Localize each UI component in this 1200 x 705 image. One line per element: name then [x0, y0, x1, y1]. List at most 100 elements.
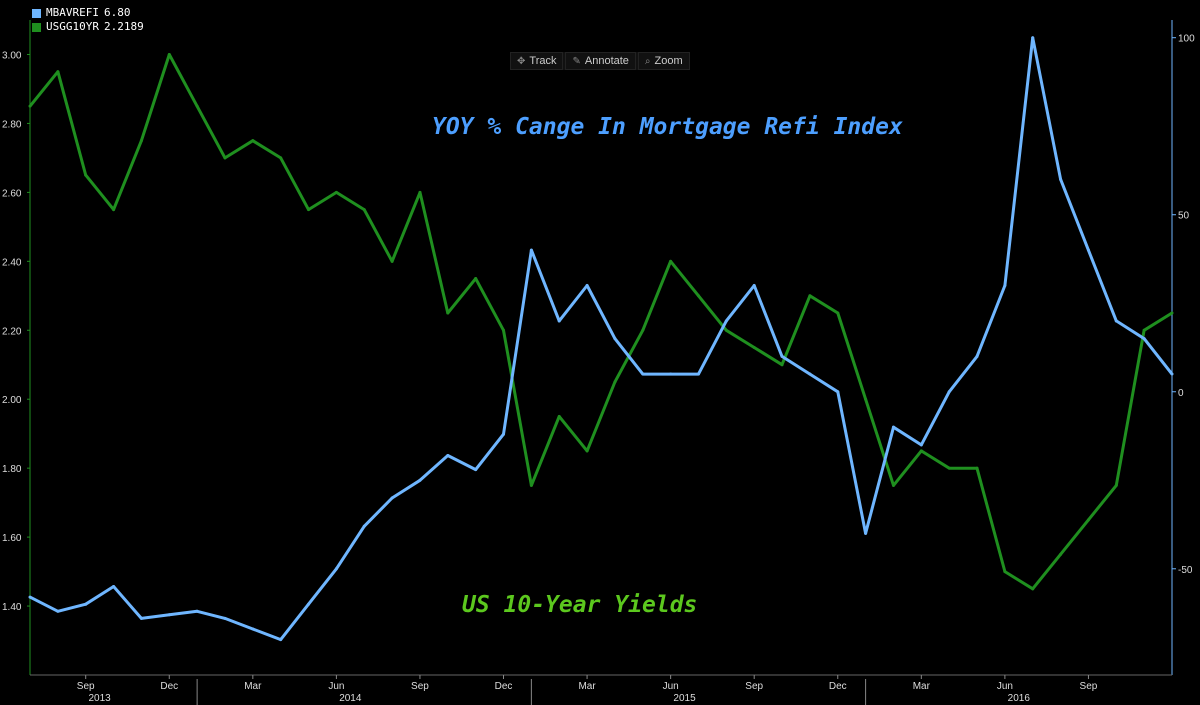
data-point-mbavrefi — [557, 319, 561, 323]
left-tick-label: 1.80 — [2, 464, 22, 475]
annotate-label: Annotate — [584, 55, 629, 67]
data-point-mbavrefi — [139, 616, 143, 620]
legend-item-usgg10yr: USGG10YR 2.2189 — [32, 20, 144, 34]
data-point-mbavrefi — [474, 468, 478, 472]
legend-value-usgg10yr: 2.2189 — [103, 20, 144, 33]
x-tick-label: Dec — [829, 681, 847, 692]
data-point-mbavrefi — [780, 354, 784, 358]
data-point-usgg10yr — [1114, 483, 1118, 487]
data-point-mbavrefi — [696, 372, 700, 376]
legend-swatch-usgg10yr — [32, 22, 41, 32]
data-point-mbavrefi — [585, 284, 589, 288]
data-point-usgg10yr — [1086, 518, 1090, 522]
data-point-mbavrefi — [919, 443, 923, 447]
data-point-mbavrefi — [307, 602, 311, 606]
legend-item-mbavrefi: MBAVREFI 6.80 — [32, 6, 144, 20]
data-point-mbavrefi — [529, 248, 533, 252]
data-point-usgg10yr — [864, 397, 868, 401]
data-point-mbavrefi — [112, 584, 116, 588]
data-point-usgg10yr — [167, 52, 171, 56]
data-point-usgg10yr — [362, 208, 366, 212]
data-point-usgg10yr — [56, 70, 60, 74]
left-tick-label: 2.40 — [2, 257, 22, 268]
data-point-usgg10yr — [641, 328, 645, 332]
x-tick-label: Sep — [77, 681, 95, 692]
annotate-button[interactable]: ✎ Annotate — [565, 52, 636, 70]
data-point-mbavrefi — [446, 453, 450, 457]
x-tick-label: Jun — [663, 681, 679, 692]
data-point-mbavrefi — [613, 337, 617, 341]
data-point-usgg10yr — [529, 483, 533, 487]
data-point-usgg10yr — [28, 104, 32, 108]
crosshair-icon: ✥ — [517, 55, 526, 67]
legend-swatch-mbavrefi — [32, 8, 41, 18]
left-tick-label: 2.20 — [2, 326, 22, 337]
data-point-mbavrefi — [975, 354, 979, 358]
x-tick-label: Mar — [578, 681, 596, 692]
magnifier-icon: ⌕ — [644, 55, 651, 67]
left-tick-label: 1.40 — [2, 602, 22, 613]
axes: 3.00 2.80 2.60 2.40 2.20 2.00 1.80 1.60 1.40 100 5… — [2, 20, 1195, 705]
data-point-usgg10yr — [195, 104, 199, 108]
pencil-icon: ✎ — [572, 55, 581, 67]
chart-toolbar: ✥ Track ✎ Annotate ⌕ Zoom — [510, 52, 690, 70]
data-point-mbavrefi — [84, 602, 88, 606]
left-tick-label: 2.80 — [2, 119, 22, 130]
data-point-usgg10yr — [780, 363, 784, 367]
data-point-usgg10yr — [557, 414, 561, 418]
right-tick-label: 100 — [1178, 34, 1195, 45]
x-tick-label: Sep — [745, 681, 763, 692]
x-tick-label: Sep — [1080, 681, 1098, 692]
left-tick-label: 3.00 — [2, 50, 22, 61]
data-point-mbavrefi — [864, 531, 868, 535]
zoom-label: Zoom — [654, 55, 683, 67]
data-point-usgg10yr — [279, 156, 283, 160]
data-point-mbavrefi — [1170, 372, 1174, 376]
data-point-usgg10yr — [139, 139, 143, 143]
data-point-usgg10yr — [1003, 570, 1007, 574]
data-point-usgg10yr — [84, 173, 88, 177]
x-year-label: 2015 — [673, 693, 696, 704]
data-point-usgg10yr — [502, 328, 506, 332]
data-point-usgg10yr — [418, 190, 422, 194]
x-tick-label: Mar — [244, 681, 262, 692]
data-point-usgg10yr — [919, 449, 923, 453]
left-tick-label: 2.60 — [2, 188, 22, 199]
x-tick-label: Dec — [495, 681, 513, 692]
data-point-mbavrefi — [167, 613, 171, 617]
data-point-usgg10yr — [585, 449, 589, 453]
data-point-usgg10yr — [836, 311, 840, 315]
data-point-mbavrefi — [752, 284, 756, 288]
data-point-mbavrefi — [1059, 177, 1063, 181]
data-point-mbavrefi — [334, 567, 338, 571]
track-button[interactable]: ✥ Track — [510, 52, 564, 70]
series-line-mbavrefi — [29, 36, 1174, 642]
right-tick-label: 0 — [1178, 388, 1184, 399]
data-point-mbavrefi — [418, 478, 422, 482]
x-year-label: 2013 — [89, 693, 112, 704]
x-tick-label: Sep — [411, 681, 429, 692]
data-point-mbavrefi — [1142, 337, 1146, 341]
data-point-usgg10yr — [752, 346, 756, 349]
x-tick-label: Jun — [328, 681, 344, 692]
data-point-usgg10yr — [1142, 328, 1146, 332]
data-point-mbavrefi — [56, 609, 60, 613]
data-point-usgg10yr — [334, 190, 338, 194]
zoom-button[interactable]: ⌕ Zoom — [637, 52, 690, 70]
data-point-mbavrefi — [279, 638, 283, 642]
yield-annotation: US 10-Year Yields — [462, 592, 698, 618]
legend: MBAVREFI 6.80 USGG10YR 2.2189 — [32, 6, 144, 34]
data-point-mbavrefi — [808, 372, 812, 376]
data-point-mbavrefi — [502, 432, 506, 436]
data-point-usgg10yr — [947, 466, 951, 470]
data-point-mbavrefi — [724, 319, 728, 323]
data-point-mbavrefi — [947, 390, 951, 394]
data-point-mbavrefi — [1031, 36, 1035, 40]
data-point-mbavrefi — [891, 425, 895, 429]
data-point-usgg10yr — [696, 294, 700, 298]
data-point-usgg10yr — [474, 277, 478, 281]
x-tick-label: Mar — [913, 681, 931, 692]
data-point-usgg10yr — [669, 259, 673, 263]
data-point-mbavrefi — [669, 372, 673, 376]
